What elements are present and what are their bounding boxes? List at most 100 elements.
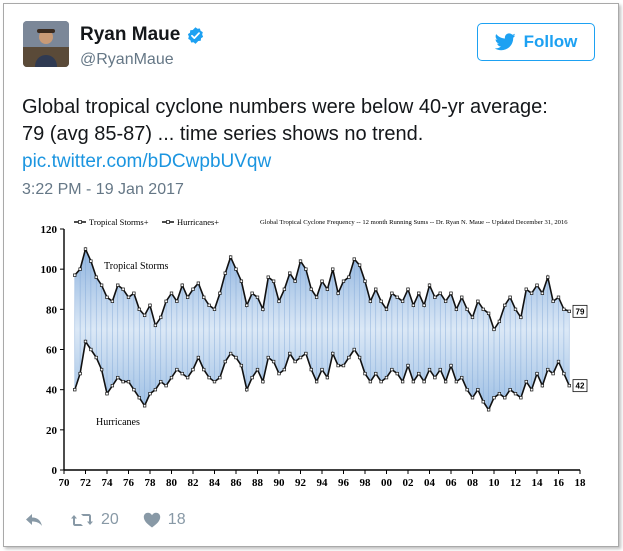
- tweet-media-link[interactable]: pic.twitter.com/bDCwpbUVqw: [22, 151, 272, 172]
- hurricanes-point: [126, 379, 131, 384]
- x-tick-label: 14: [532, 477, 544, 489]
- hurricanes-point: [78, 371, 82, 376]
- y-tick-label: 40: [46, 385, 58, 397]
- hurricanes-point: [185, 375, 190, 380]
- tropical-storms-point: [352, 257, 356, 261]
- hurricanes-point: [191, 367, 195, 372]
- hurricanes-point: [341, 363, 346, 368]
- tropical-storms-point: [207, 303, 211, 307]
- x-tick-label: 10: [489, 477, 501, 489]
- hurricanes-point: [540, 384, 545, 388]
- hurricanes-point: [529, 388, 534, 392]
- hurricanes-point: [535, 371, 539, 376]
- x-tick-label: 78: [145, 477, 157, 489]
- tropical-storms-point: [304, 267, 308, 271]
- y-tick-label: 120: [41, 224, 58, 236]
- x-tick-label: 12: [510, 477, 522, 489]
- tropical-storms-point: [266, 275, 270, 279]
- tropical-storms-point: [309, 287, 313, 291]
- tropical-storms-point: [212, 307, 217, 311]
- hurricanes-point: [508, 388, 512, 392]
- author-handle[interactable]: @RyanMaue: [80, 51, 174, 68]
- hurricanes-point: [212, 379, 217, 384]
- tropical-storms-point: [513, 307, 518, 311]
- x-tick-label: 70: [59, 477, 71, 489]
- tropical-storms-point: [137, 307, 141, 311]
- follow-label[interactable]: Follow: [523, 32, 578, 51]
- author-name[interactable]: Ryan Maue: [80, 24, 205, 46]
- tropical-storms-point: [78, 267, 82, 271]
- tropical-storms-point: [492, 327, 496, 332]
- x-tick-label: 00: [381, 477, 393, 489]
- tropical-storms-point: [524, 287, 528, 291]
- hurricanes-point: [524, 379, 528, 384]
- tropical-storms-point: [196, 281, 201, 285]
- hurricanes-point: [470, 396, 475, 400]
- hurricanes-point: [99, 367, 104, 372]
- hurricanes-point: [476, 388, 480, 392]
- tropical-storms-point: [185, 295, 190, 299]
- tropical-storms-point: [126, 295, 131, 299]
- tropical-storms-point: [417, 291, 421, 295]
- hurricanes-point: [492, 396, 496, 400]
- hurricanes-point: [293, 359, 297, 364]
- hurricanes-point: [374, 371, 378, 376]
- y-tick-label: 80: [46, 304, 58, 316]
- hurricanes-point: [352, 347, 356, 352]
- reply-button[interactable]: [24, 512, 44, 528]
- hurricanes-point: [142, 404, 147, 408]
- hurricanes-point: [331, 351, 335, 356]
- hurricanes-point: [406, 363, 410, 368]
- hurricanes-point: [422, 379, 426, 384]
- hurricanes-point: [503, 396, 507, 400]
- hurricanes-point: [196, 355, 201, 360]
- hurricanes-point: [384, 375, 389, 380]
- hurricanes-point: [438, 367, 442, 372]
- hurricanes-point: [368, 379, 373, 384]
- tropical-storms-point: [422, 303, 426, 307]
- hurricanes-point: [567, 384, 571, 388]
- hurricanes-point: [433, 375, 437, 380]
- tweet-timestamp[interactable]: 3:22 PM - 19 Jan 2017: [22, 181, 184, 198]
- avatar[interactable]: [23, 21, 69, 67]
- hurricanes-point: [271, 359, 276, 364]
- tropical-storms-point: [476, 299, 480, 303]
- tropical-storms-point: [336, 291, 340, 295]
- hurricanes-point: [261, 379, 265, 384]
- hurricanes-point: [427, 367, 432, 372]
- author-name-text[interactable]: Ryan Maue: [80, 24, 181, 45]
- tropical-storms-point: [438, 291, 442, 295]
- tropical-storms-point: [529, 291, 534, 295]
- hurricanes-point: [250, 375, 254, 380]
- tropical-storms-point: [288, 271, 292, 275]
- hurricanes-point: [245, 388, 249, 392]
- x-tick-label: 92: [295, 477, 307, 489]
- annotation-hurricanes: Hurricanes: [96, 417, 140, 428]
- tropical-storms-point: [132, 291, 136, 295]
- hurricanes-point: [298, 355, 303, 360]
- hurricanes-point: [148, 392, 152, 396]
- tropical-storms-point: [282, 287, 287, 291]
- follow-button[interactable]: Follow: [477, 23, 595, 61]
- hurricanes-point: [363, 371, 367, 376]
- like-count: 18: [167, 511, 186, 528]
- chart-image[interactable]: 0 20 40 60 80 100 120 70 72 74 76 78 80 82 84 86 88 90 92 9…: [22, 211, 598, 501]
- retweet-button[interactable]: 20: [70, 511, 119, 529]
- x-tick-label: 80: [166, 477, 178, 489]
- tropical-storms-point: [427, 283, 432, 287]
- hurricanes-point: [546, 367, 550, 372]
- tropical-storms-point: [551, 299, 555, 303]
- end-value-box: [572, 379, 588, 393]
- tropical-storms-point: [277, 299, 281, 303]
- x-tick-label: 96: [338, 477, 350, 489]
- avatar-photo-icon: [23, 21, 69, 67]
- tropical-storms-point: [142, 313, 147, 318]
- like-button[interactable]: 18: [143, 511, 186, 529]
- hurricanes-point: [159, 379, 163, 384]
- x-tick-label: 06: [446, 477, 458, 489]
- x-tick-label: 84: [209, 477, 221, 489]
- legend-marker: [166, 220, 170, 224]
- hurricanes-point: [266, 355, 270, 360]
- hurricanes-point: [411, 379, 416, 384]
